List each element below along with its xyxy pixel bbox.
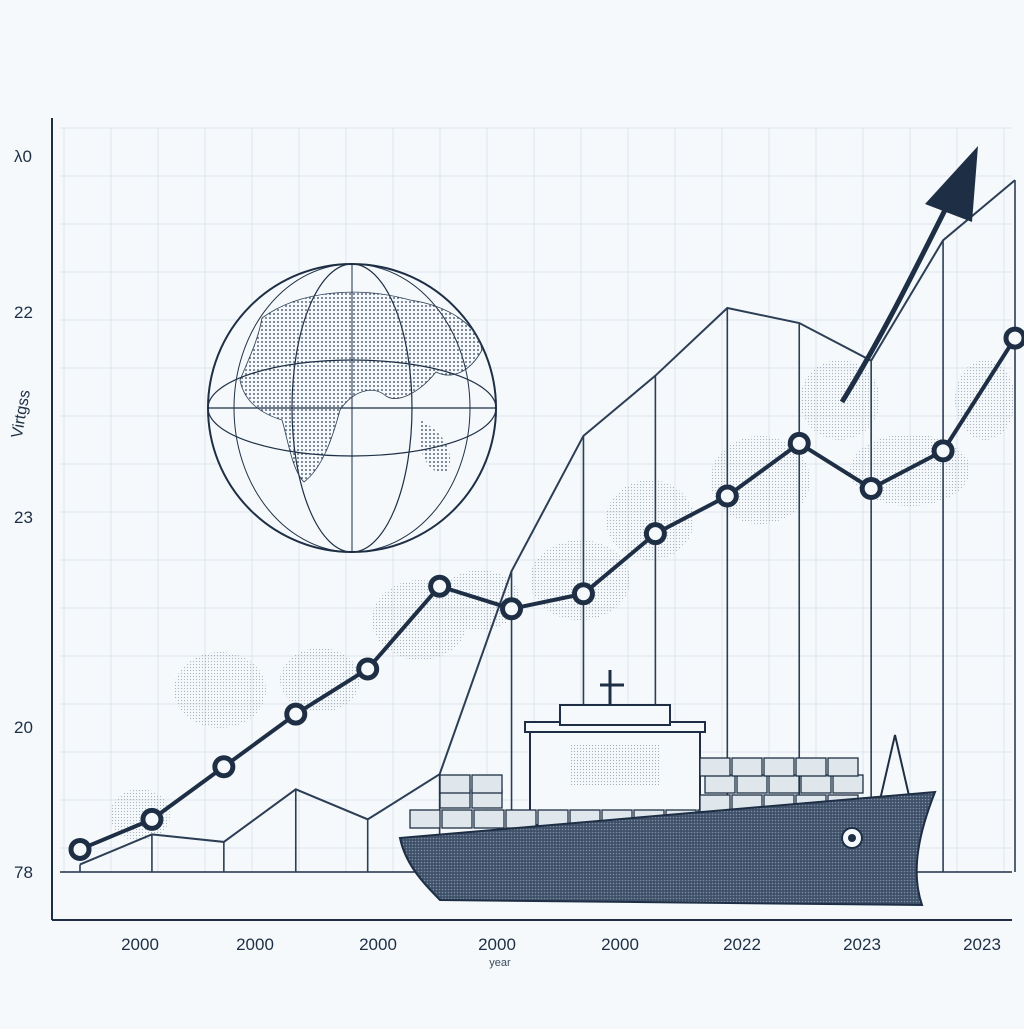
container-box: [505, 809, 537, 829]
container-box: [409, 809, 441, 829]
x-tick-label: 2000: [121, 935, 159, 954]
y-tick-label: λ0: [14, 147, 32, 166]
x-tick-label: 2022: [723, 935, 761, 954]
data-point: [68, 837, 92, 861]
data-point: [284, 702, 308, 726]
data-point: [571, 582, 595, 606]
x-tick-label: 2000: [236, 935, 274, 954]
trend-arrow-icon: [839, 146, 978, 404]
data-point: [212, 755, 236, 779]
x-tick-labels: 2000 2000 2000 2000 2000 2022 2023 2023: [121, 935, 1001, 954]
data-point: [140, 807, 164, 831]
container-box: [827, 757, 859, 777]
y-tick-label: 23: [14, 508, 33, 527]
containers: [409, 757, 864, 829]
y-tick-label: 78: [14, 863, 33, 882]
x-tick-label: 2000: [601, 935, 639, 954]
x-tick-label: 2000: [359, 935, 397, 954]
y-tick-label: 22: [14, 303, 33, 322]
container-box: [832, 774, 864, 794]
y-axis-label: Virtgss: [9, 389, 34, 440]
container-box: [768, 774, 800, 794]
container-box: [736, 774, 768, 794]
primary-series: [68, 326, 1024, 861]
data-point: [715, 484, 739, 508]
container-box: [439, 774, 471, 794]
container-box: [471, 774, 503, 794]
data-point: [356, 657, 380, 681]
series-line-secondary: [79, 179, 1016, 866]
ship-icon: [398, 670, 937, 907]
container-box: [441, 809, 473, 829]
data-point: [643, 522, 667, 546]
data-point: [859, 476, 883, 500]
x-axis-label: year: [489, 957, 511, 969]
y-tick-labels: λ0 22 23 20 78: [14, 147, 33, 882]
container-box: [763, 757, 795, 777]
series-line-primary: [79, 337, 1017, 852]
container-box: [473, 809, 505, 829]
container-box: [704, 774, 736, 794]
container-box: [699, 757, 731, 777]
data-point: [500, 597, 524, 621]
container-box: [731, 757, 763, 777]
container-box: [795, 757, 827, 777]
x-tick-label: 2023: [843, 935, 881, 954]
data-point: [1003, 326, 1024, 350]
data-point: [931, 439, 955, 463]
globe-icon: [207, 263, 497, 553]
y-tick-label: 20: [14, 718, 33, 737]
container-box: [800, 774, 832, 794]
data-point: [787, 431, 811, 455]
x-tick-label: 2000: [478, 935, 516, 954]
x-tick-label: 2023: [963, 935, 1001, 954]
data-point: [428, 574, 452, 598]
